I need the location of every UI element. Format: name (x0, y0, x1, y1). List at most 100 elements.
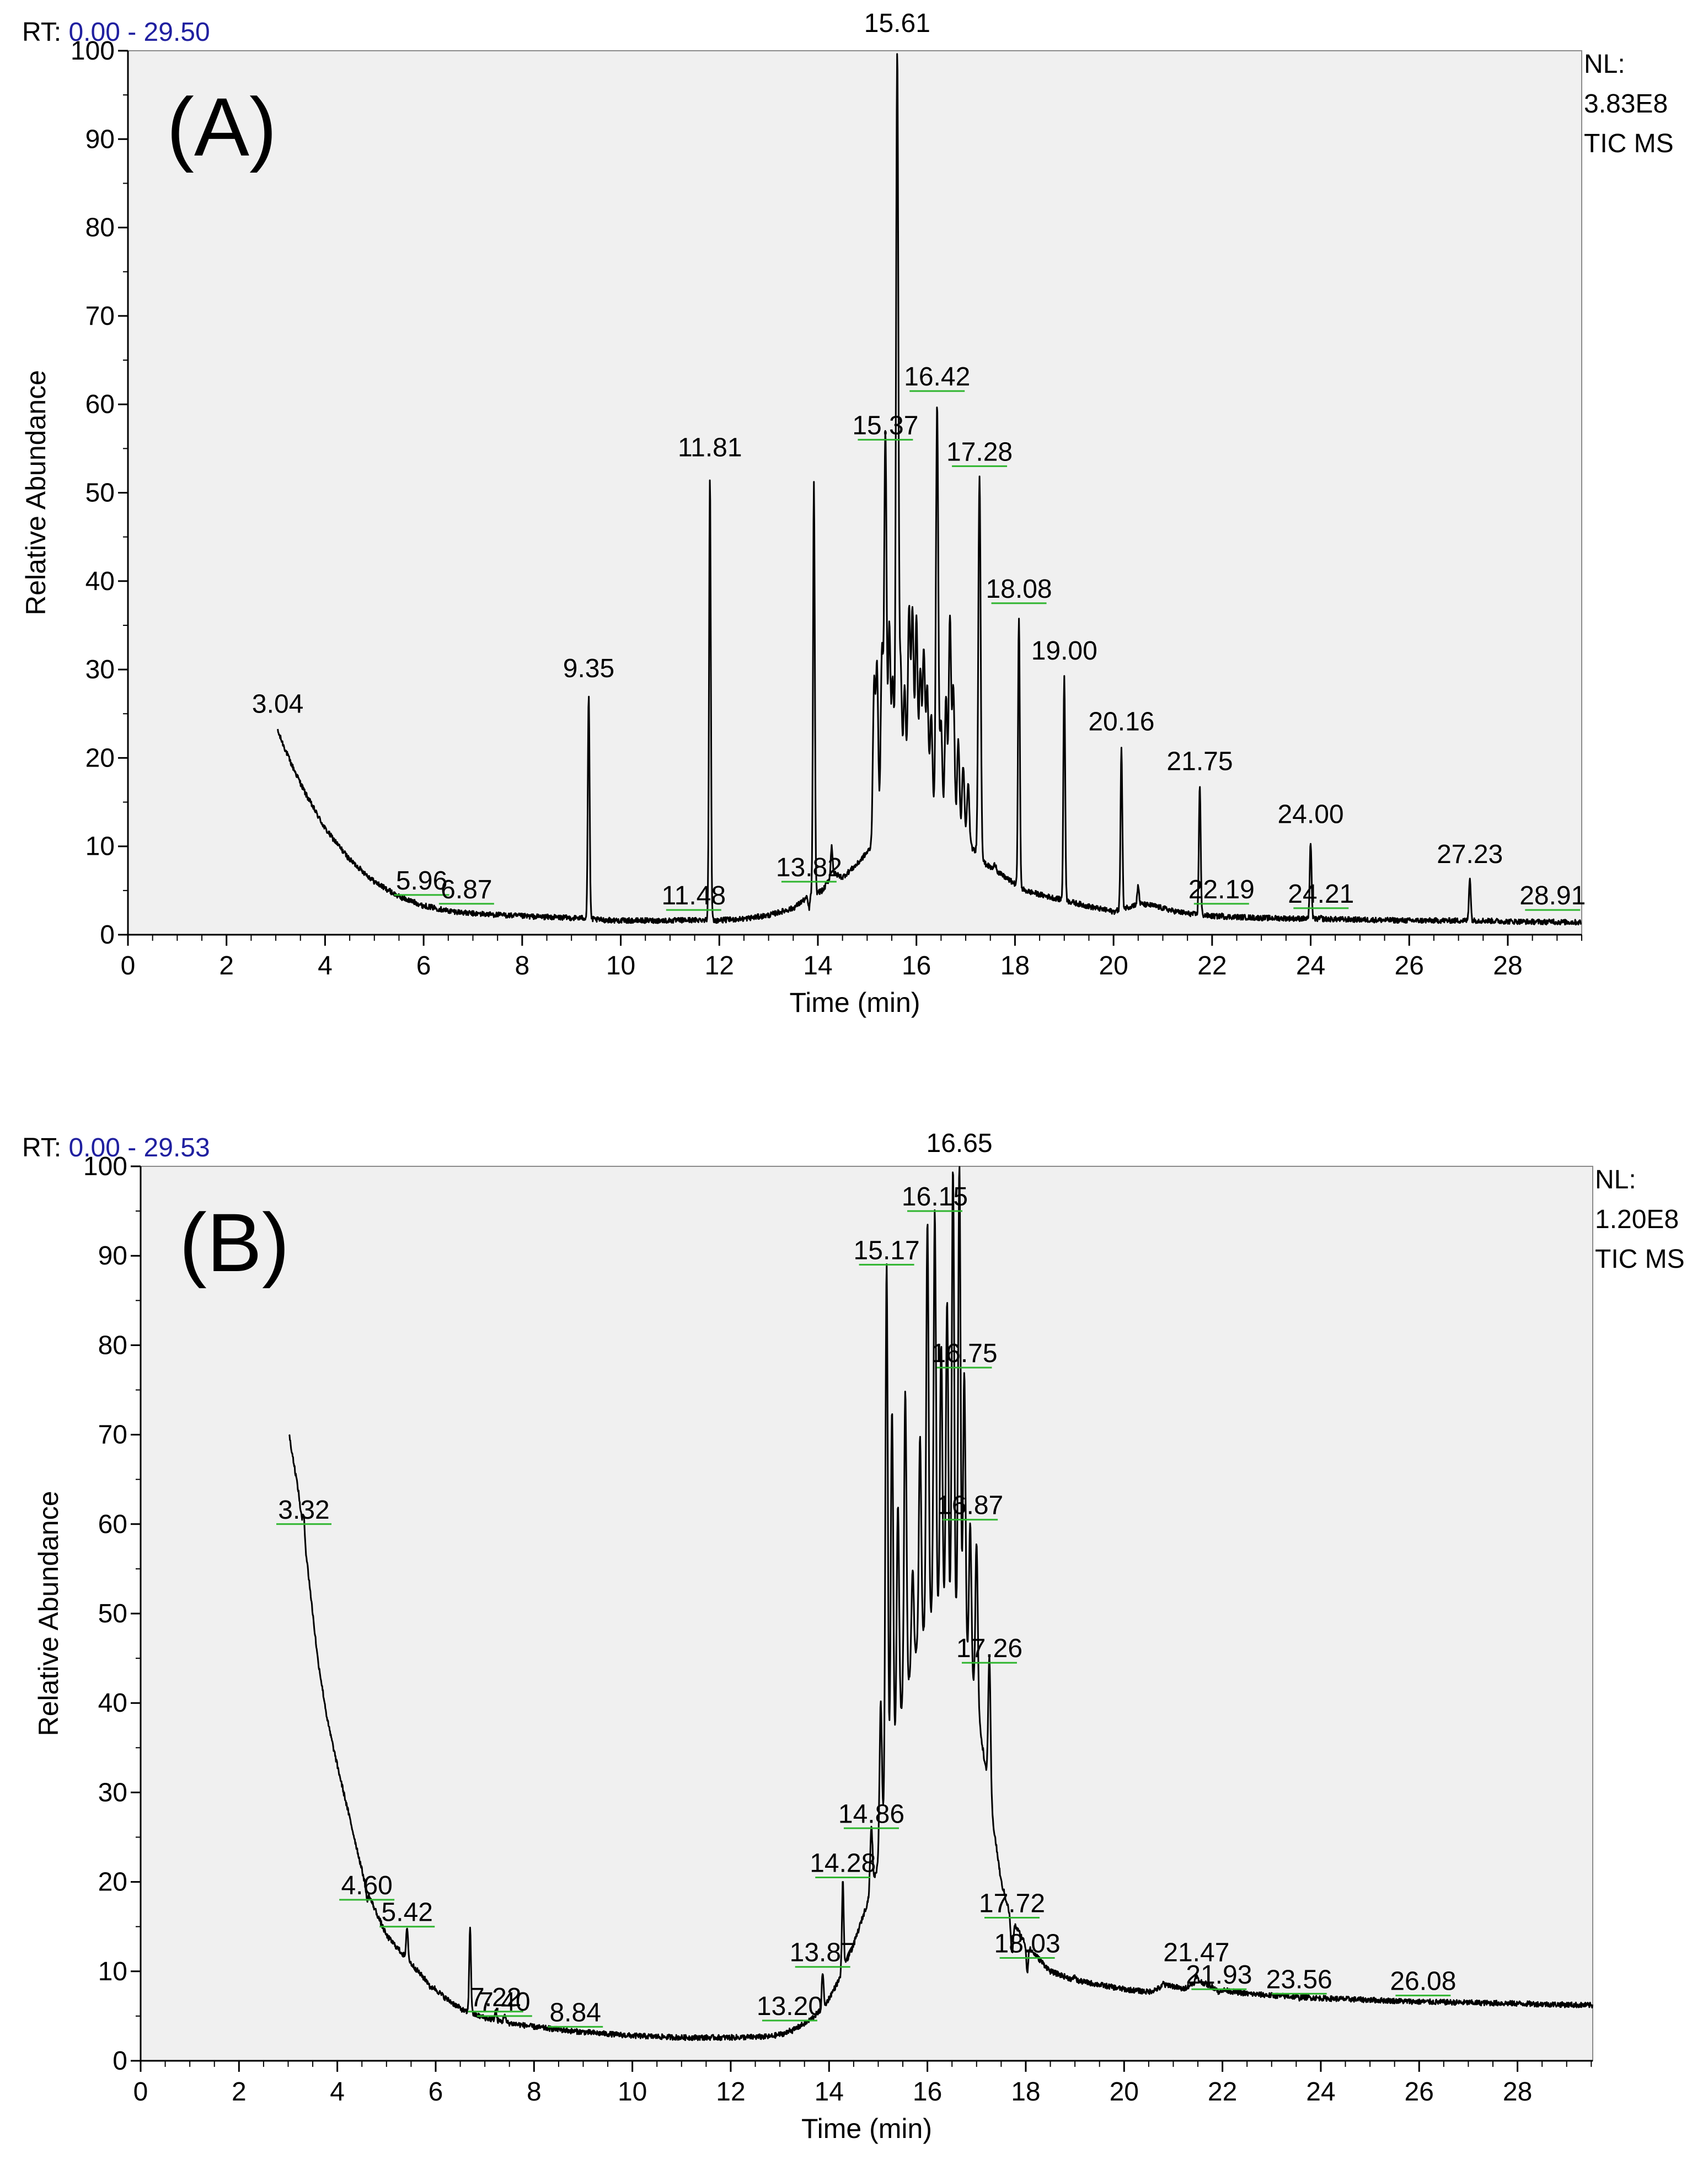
peak-label-b: 18.03 (994, 1929, 1061, 1958)
x-tick-label-b: 24 (1306, 2077, 1335, 2107)
y-tick-label-b: 60 (98, 1510, 127, 1539)
x-tick-label-a: 12 (705, 951, 734, 980)
y-tick-label-a: 10 (85, 832, 115, 861)
tic-trace-a (277, 53, 1582, 926)
peak-label-b: 17.26 (956, 1634, 1022, 1663)
x-tick-label-a: 28 (1493, 951, 1522, 980)
peak-label-a: 11.48 (662, 881, 726, 910)
peak-label-a: 15.37 (852, 411, 918, 440)
peak-label-a: 24.21 (1288, 880, 1354, 909)
peak-label-b: 15.17 (854, 1236, 920, 1265)
x-tick-label-b: 26 (1405, 2077, 1434, 2107)
peak-label-a: 15.61 (864, 9, 930, 38)
y-tick-label-b: 100 (83, 1152, 127, 1181)
peak-label-a: 17.28 (946, 437, 1013, 467)
x-tick-label-b: 2 (232, 2077, 247, 2107)
peak-label-b: 3.32 (278, 1496, 329, 1525)
nl-info-line-b: 1.20E8 (1595, 1205, 1679, 1234)
x-tick-label-a: 8 (515, 951, 529, 980)
y-tick-label-a: 60 (85, 390, 115, 419)
rt-range-b: RT: 0.00 - 29.53 (22, 1133, 210, 1162)
y-tick-label-b: 30 (98, 1778, 127, 1807)
x-tick-label-a: 16 (902, 951, 931, 980)
tic-trace-b (288, 1166, 1593, 2041)
chromatogram-panel-b: RT: 0.00 - 29.53 NL: 1.20E8 TIC MS (B) 0 10 20 3… (22, 1129, 1685, 2144)
x-tick-label-b: 8 (527, 2077, 542, 2107)
peak-label-b: 7.40 (479, 1987, 530, 2017)
panel-label-a: (A) (167, 81, 277, 173)
peak-label-a: 5.96 (396, 866, 447, 896)
x-tick-label-b: 16 (913, 2077, 942, 2107)
y-tick-label-a: 70 (85, 302, 115, 331)
x-tick-label-b: 28 (1503, 2077, 1532, 2107)
nl-info-line-a: 3.83E8 (1584, 89, 1668, 119)
rt-prefix-a: RT: (22, 18, 68, 47)
y-tick-label-a: 100 (71, 36, 115, 66)
peak-label-b: 14.86 (838, 1799, 904, 1829)
peak-label-b: 21.47 (1163, 1938, 1229, 1968)
y-tick-label-a: 0 (100, 920, 115, 950)
x-tick-label-a: 26 (1395, 951, 1424, 980)
x-tick-label-b: 6 (429, 2077, 443, 2107)
peak-label-b: 7.22 (470, 1983, 521, 2012)
peak-label-a: 20.16 (1088, 707, 1154, 736)
plot-area-a (127, 50, 1582, 935)
rt-range-value-a: 0.00 - 29.50 (68, 18, 210, 47)
nl-info-line-b: TIC MS (1595, 1245, 1685, 1274)
nl-info-line-b: NL: (1595, 1165, 1636, 1194)
x-tick-label-a: 20 (1099, 951, 1128, 980)
y-tick-label-b: 70 (98, 1421, 127, 1450)
x-tick-label-b: 0 (133, 2077, 148, 2107)
y-tick-label-b: 80 (98, 1331, 127, 1360)
peak-label-a: 13.82 (776, 853, 842, 882)
x-tick-label-b: 20 (1110, 2077, 1139, 2107)
peak-label-b: 16.65 (927, 1129, 993, 1158)
x-tick-label-b: 10 (618, 2077, 647, 2107)
peak-label-b: 14.28 (810, 1848, 876, 1878)
y-tick-label-b: 10 (98, 1957, 127, 1986)
x-tick-label-b: 18 (1011, 2077, 1040, 2107)
rt-prefix-b: RT: (22, 1133, 68, 1162)
peak-label-b: 23.56 (1266, 1965, 1332, 1994)
nl-info-line-a: NL: (1584, 50, 1625, 79)
peak-label-b: 26.08 (1390, 1967, 1456, 1996)
peak-label-a: 6.87 (441, 875, 492, 904)
y-axis-title-b: Relative Abundance (33, 1491, 64, 1737)
y-tick-label-a: 90 (85, 125, 115, 154)
x-tick-label-a: 14 (803, 951, 832, 980)
peak-label-a: 18.08 (986, 575, 1052, 604)
peak-label-a: 27.23 (1437, 840, 1503, 869)
y-tick-label-a: 80 (85, 213, 115, 243)
x-tick-label-a: 22 (1197, 951, 1227, 980)
peak-label-b: 5.42 (382, 1898, 433, 1927)
peak-label-b: 13.20 (757, 1992, 823, 2021)
y-tick-label-b: 20 (98, 1868, 127, 1897)
x-tick-label-a: 0 (121, 951, 136, 980)
peak-label-a: 11.81 (678, 433, 742, 462)
peak-label-b: 13.87 (790, 1938, 856, 1968)
y-tick-label-b: 50 (98, 1599, 127, 1628)
panel-label-b: (B) (179, 1196, 290, 1289)
x-tick-label-a: 4 (318, 951, 333, 980)
x-axis-title-b: Time (min) (801, 2113, 932, 2144)
peak-label-b: 4.60 (341, 1871, 392, 1900)
peak-label-b: 16.75 (931, 1339, 997, 1368)
x-tick-label-a: 18 (1000, 951, 1030, 980)
peak-label-b: 21.93 (1186, 1960, 1252, 1990)
x-tick-label-a: 6 (416, 951, 431, 980)
x-tick-label-b: 12 (716, 2077, 745, 2107)
peak-label-a: 19.00 (1031, 636, 1097, 666)
peak-label-a: 28.91 (1519, 881, 1586, 910)
peak-label-a: 9.35 (563, 654, 614, 683)
x-axis-title-a: Time (min) (789, 987, 920, 1018)
peak-label-a: 21.75 (1166, 747, 1233, 776)
y-tick-label-b: 40 (98, 1689, 127, 1718)
y-tick-label-b: 90 (98, 1241, 127, 1271)
peak-label-a: 24.00 (1277, 800, 1343, 829)
rt-range-value-b: 0.00 - 29.53 (68, 1133, 210, 1162)
nl-info-line-a: TIC MS (1584, 129, 1674, 158)
x-tick-label-b: 4 (330, 2077, 345, 2107)
y-tick-label-a: 20 (85, 743, 115, 773)
peak-label-b: 16.87 (937, 1491, 1003, 1520)
